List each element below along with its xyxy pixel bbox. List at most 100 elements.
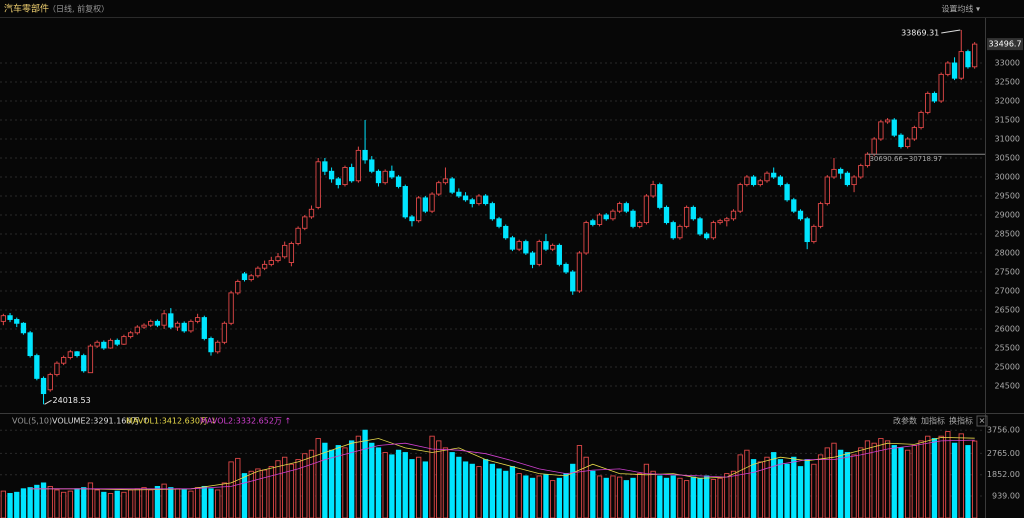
volume-bar (791, 456, 797, 518)
candle-body (771, 172, 777, 178)
y-tick-label: 24500 (995, 381, 1020, 390)
volume-bar (282, 456, 288, 518)
volume-bar (817, 454, 824, 518)
volume-bar (201, 485, 207, 518)
candle-body (797, 210, 804, 220)
candle-body (228, 292, 234, 324)
y-tick-label: 2765.00 (987, 449, 1020, 458)
volume-bar (951, 442, 958, 518)
volume-bar (328, 449, 335, 518)
volume-bar (235, 457, 241, 518)
volume-bar (677, 477, 683, 518)
candle-body (918, 111, 924, 129)
price-tag (987, 38, 1023, 51)
candle-body (898, 134, 904, 148)
candle-body (784, 184, 790, 201)
candle-body (938, 73, 944, 102)
volume-bar (228, 461, 234, 518)
close-button[interactable]: ✕ (979, 417, 986, 426)
candle-body (630, 210, 636, 227)
volume-bar (938, 435, 944, 518)
volume-bar (616, 476, 623, 518)
volume-bar (724, 473, 730, 518)
volume-bar (958, 433, 964, 518)
volume-bar (422, 461, 429, 518)
candle-body (945, 62, 951, 75)
candle-body (838, 168, 844, 174)
volume-bar (931, 438, 938, 518)
button[interactable]: 加指标 (921, 416, 945, 426)
candle-body (623, 203, 629, 212)
volume-bar (831, 442, 837, 518)
candle-body (476, 195, 482, 205)
volume-bar (409, 459, 415, 518)
candle-body (208, 338, 214, 353)
y-tick-label: 25500 (995, 343, 1020, 352)
volume-bar (764, 456, 770, 518)
volume-bar (335, 445, 341, 518)
volume-bar (804, 459, 810, 518)
candle-body (657, 184, 663, 208)
volume-bar (0, 490, 6, 518)
candle-body (375, 170, 382, 184)
volume-bar (750, 459, 757, 518)
candle-body (724, 218, 730, 222)
volume-bar (543, 474, 549, 518)
candle-body (536, 241, 542, 265)
candle-body (637, 222, 643, 227)
volume-bar (154, 485, 161, 518)
button[interactable]: 改参数 (893, 416, 917, 426)
volume-bar (181, 489, 187, 518)
volume-bar (911, 445, 918, 518)
candle-body (911, 127, 918, 140)
volume-bar (449, 452, 455, 518)
button[interactable]: 换指标 (949, 416, 973, 426)
candle-body (650, 184, 656, 197)
volume-bar (884, 440, 891, 518)
volume-bar (342, 447, 348, 518)
candle-body (690, 206, 696, 220)
candle-body (74, 351, 80, 357)
y-tick-label: 32000 (995, 96, 1020, 105)
volume-bar (255, 468, 261, 518)
candle-body (817, 203, 824, 227)
candle-body (610, 210, 616, 220)
candle-body (958, 51, 964, 79)
ma-setting[interactable]: 设置均线 ▾ (941, 4, 980, 14)
volume-bar (898, 447, 904, 518)
volume-bar (730, 470, 737, 518)
candle-body (884, 119, 891, 123)
volume-bar (757, 461, 763, 518)
candle-body (905, 138, 911, 148)
volume-bar (382, 452, 388, 518)
volume-bar (60, 491, 67, 518)
volume-bar (623, 480, 629, 518)
indicator-name: VOL(5,10) (12, 417, 52, 426)
candle-body (878, 121, 884, 140)
volume-bar (114, 490, 120, 518)
candle-body (355, 149, 362, 182)
candle-body (127, 332, 134, 338)
volume-bar (529, 477, 536, 518)
volume-bar (40, 482, 47, 518)
volume-bar (121, 491, 127, 518)
candle-body (442, 178, 449, 184)
candle-body (188, 320, 194, 332)
volume-bar (94, 489, 100, 518)
close-box[interactable] (976, 415, 988, 427)
volume-bar (851, 454, 857, 518)
chart-title: 汽车零部件 (4, 3, 49, 15)
volume-bar (925, 435, 931, 518)
candle-body (750, 176, 757, 186)
y-tick-label: 1852.00 (987, 470, 1020, 479)
volume-bar (596, 475, 603, 518)
candle-body (416, 197, 422, 222)
volume-bar (643, 463, 650, 518)
volume-bar (402, 452, 408, 518)
ma-legend: MAVOL1:3412.630万 ↓ (126, 417, 217, 426)
volume-bar (369, 442, 375, 518)
volume-bar (375, 447, 382, 518)
candle-body (891, 119, 897, 136)
